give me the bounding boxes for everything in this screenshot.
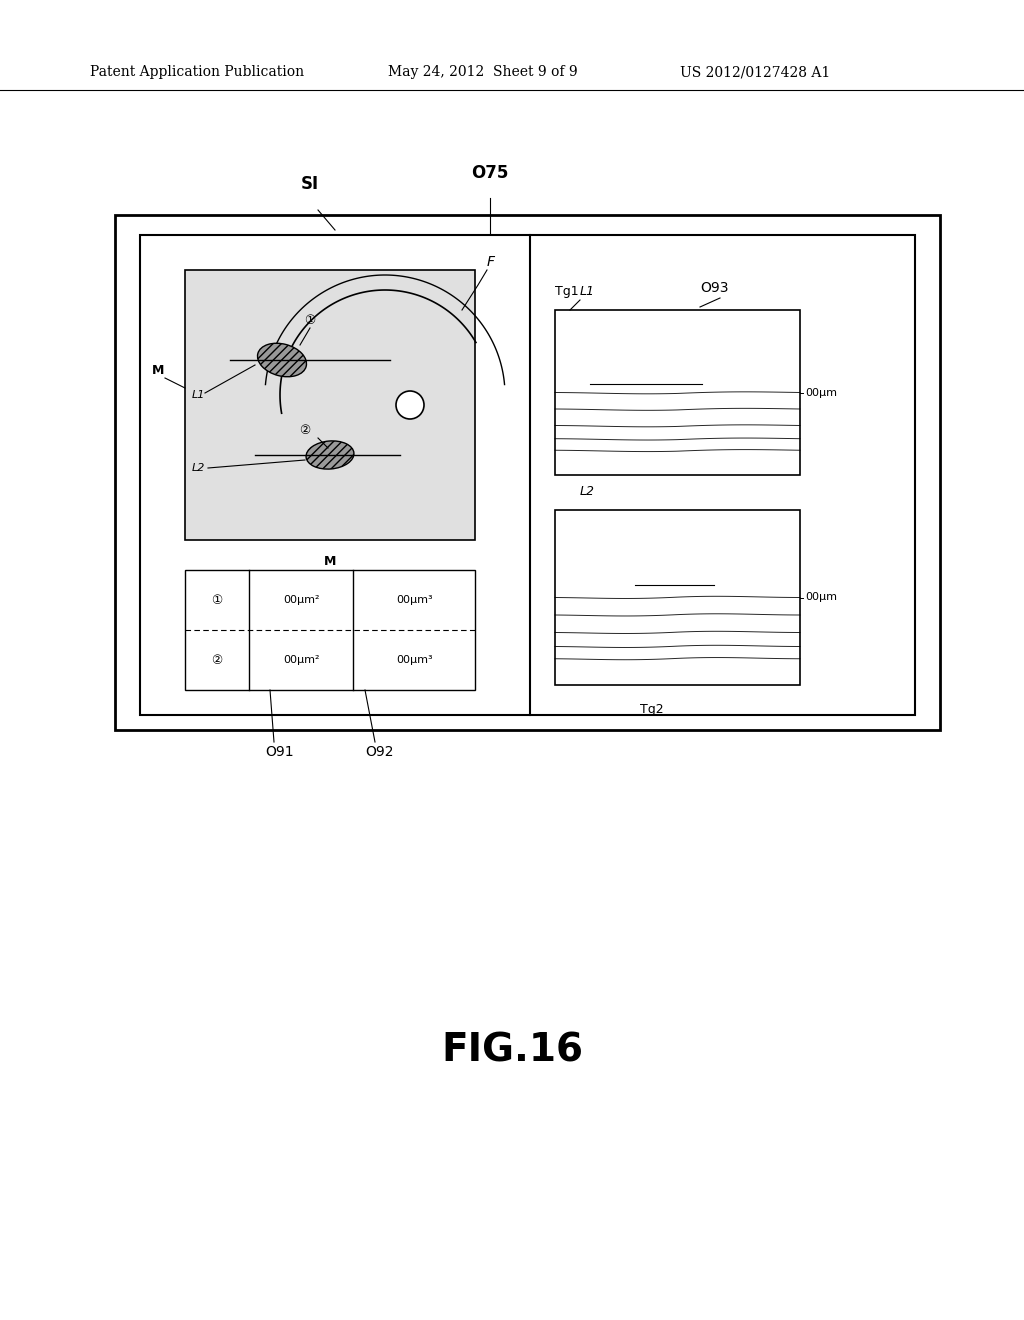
Text: L1: L1 — [580, 285, 595, 298]
Text: Patent Application Publication: Patent Application Publication — [90, 65, 304, 79]
Text: M: M — [152, 363, 165, 376]
Text: 00μm²: 00μm² — [283, 655, 319, 665]
Text: ①: ① — [211, 594, 222, 606]
Text: ②: ② — [211, 653, 222, 667]
Bar — [555, 510, 800, 685]
Text: Tg2: Tg2 — [640, 704, 664, 715]
Text: 00μm³: 00μm³ — [396, 655, 432, 665]
Bar — [556, 511, 799, 585]
Text: M: M — [324, 554, 336, 568]
Circle shape — [396, 391, 424, 418]
Text: O92: O92 — [366, 744, 394, 759]
Text: May 24, 2012  Sheet 9 of 9: May 24, 2012 Sheet 9 of 9 — [388, 65, 578, 79]
Text: 00μm³: 00μm³ — [396, 595, 432, 605]
Text: Tg1: Tg1 — [555, 285, 579, 298]
Bar — [140, 235, 915, 715]
Text: L2: L2 — [193, 463, 206, 473]
Bar — [556, 312, 799, 380]
Text: FIG.16: FIG.16 — [441, 1031, 583, 1069]
Text: SI: SI — [301, 176, 319, 193]
Text: 00μm²: 00μm² — [283, 595, 319, 605]
Text: US 2012/0127428 A1: US 2012/0127428 A1 — [680, 65, 830, 79]
Ellipse shape — [306, 441, 354, 469]
Text: L1: L1 — [193, 389, 206, 400]
Bar — [115, 215, 940, 730]
Ellipse shape — [257, 343, 306, 376]
Text: ①: ① — [304, 314, 315, 326]
Text: L2: L2 — [580, 484, 595, 498]
Text: F: F — [487, 255, 495, 269]
Bar — [555, 310, 800, 475]
Bar — [185, 271, 475, 540]
Text: O93: O93 — [700, 281, 728, 294]
Text: 00μm: 00μm — [805, 388, 837, 397]
Bar — [185, 570, 475, 690]
Text: O75: O75 — [471, 164, 509, 182]
Text: ②: ② — [299, 424, 310, 437]
Text: 00μm: 00μm — [805, 593, 837, 602]
Text: O91: O91 — [265, 744, 294, 759]
